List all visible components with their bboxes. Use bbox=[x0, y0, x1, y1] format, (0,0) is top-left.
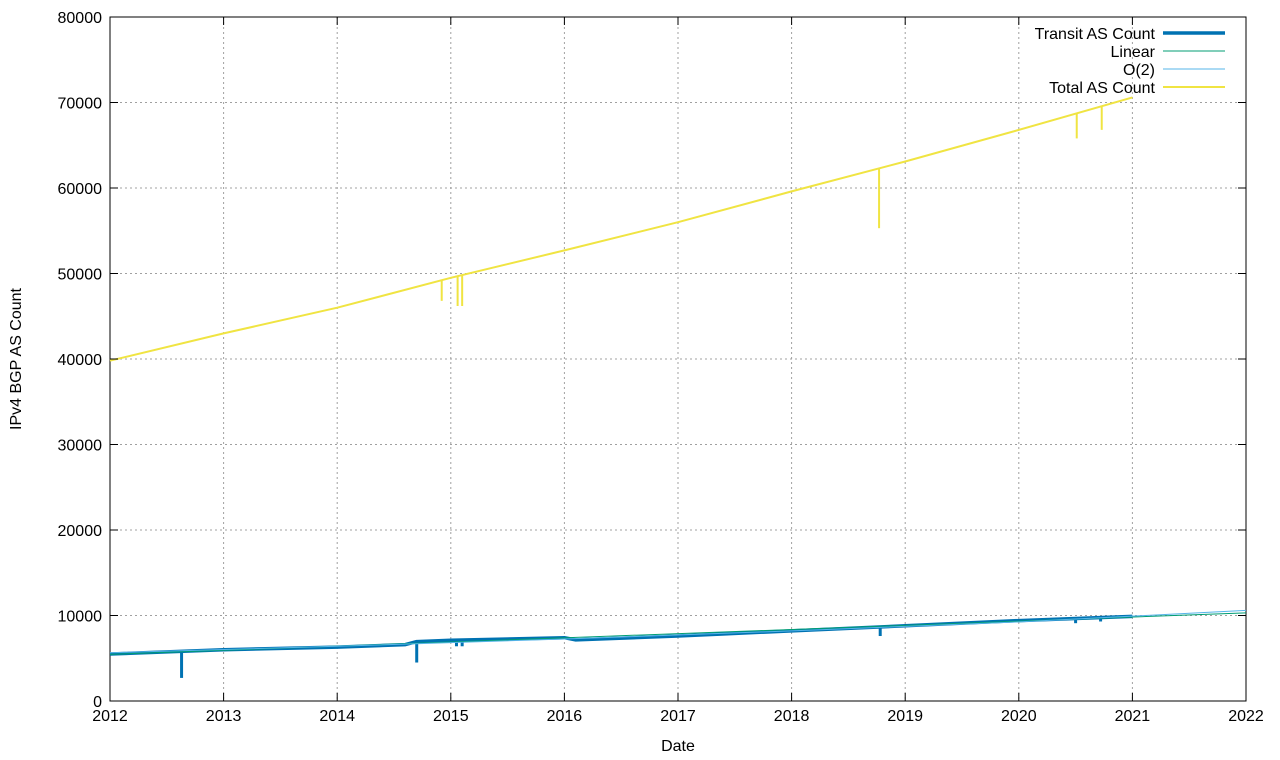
grid bbox=[110, 17, 1246, 701]
x-tick-label: 2022 bbox=[1228, 708, 1264, 725]
total-as-count-line bbox=[109, 96, 1133, 362]
o-2-line bbox=[109, 609, 1247, 654]
x-axis-label: Date bbox=[661, 738, 695, 755]
x-tick-label: 2019 bbox=[887, 708, 923, 725]
y-tick-label: 10000 bbox=[58, 609, 103, 626]
x-tick-label: 2017 bbox=[660, 708, 696, 725]
series-group bbox=[109, 96, 1247, 678]
x-tick-label: 2020 bbox=[1001, 708, 1037, 725]
y-tick-label: 0 bbox=[93, 694, 102, 711]
y-tick-label: 30000 bbox=[58, 438, 103, 455]
y-tick-label: 60000 bbox=[58, 181, 103, 198]
y-tick-label: 50000 bbox=[58, 267, 103, 284]
x-tick-label: 2021 bbox=[1115, 708, 1151, 725]
legend-label-total-as-count: Total AS Count bbox=[1049, 80, 1155, 97]
y-axis-label: IPv4 BGP AS Count bbox=[8, 287, 25, 430]
legend-label-transit-as-count: Transit AS Count bbox=[1035, 26, 1156, 43]
y-tick-label: 80000 bbox=[58, 10, 103, 27]
y-tick-label: 70000 bbox=[58, 96, 103, 113]
y-tick-labels: 0 10000 20000 30000 40000 50000 60000 70000 8000… bbox=[58, 10, 1246, 711]
x-tick-label: 2013 bbox=[206, 708, 242, 725]
y-tick-label: 20000 bbox=[58, 523, 103, 540]
y-tick-label: 40000 bbox=[58, 352, 103, 369]
x-tick-label: 2018 bbox=[774, 708, 810, 725]
x-tick-label: 2015 bbox=[433, 708, 469, 725]
x-tick-label: 2012 bbox=[92, 708, 128, 725]
legend-label-o-2: O(2) bbox=[1123, 62, 1155, 79]
x-tick-label: 2016 bbox=[547, 708, 583, 725]
x-tick-label: 2014 bbox=[319, 708, 355, 725]
legend-label-linear: Linear bbox=[1111, 44, 1156, 61]
x-tick-labels: 2012 2013 2014 2015 2016 2017 2018 2019 2020 2021… bbox=[92, 17, 1264, 725]
